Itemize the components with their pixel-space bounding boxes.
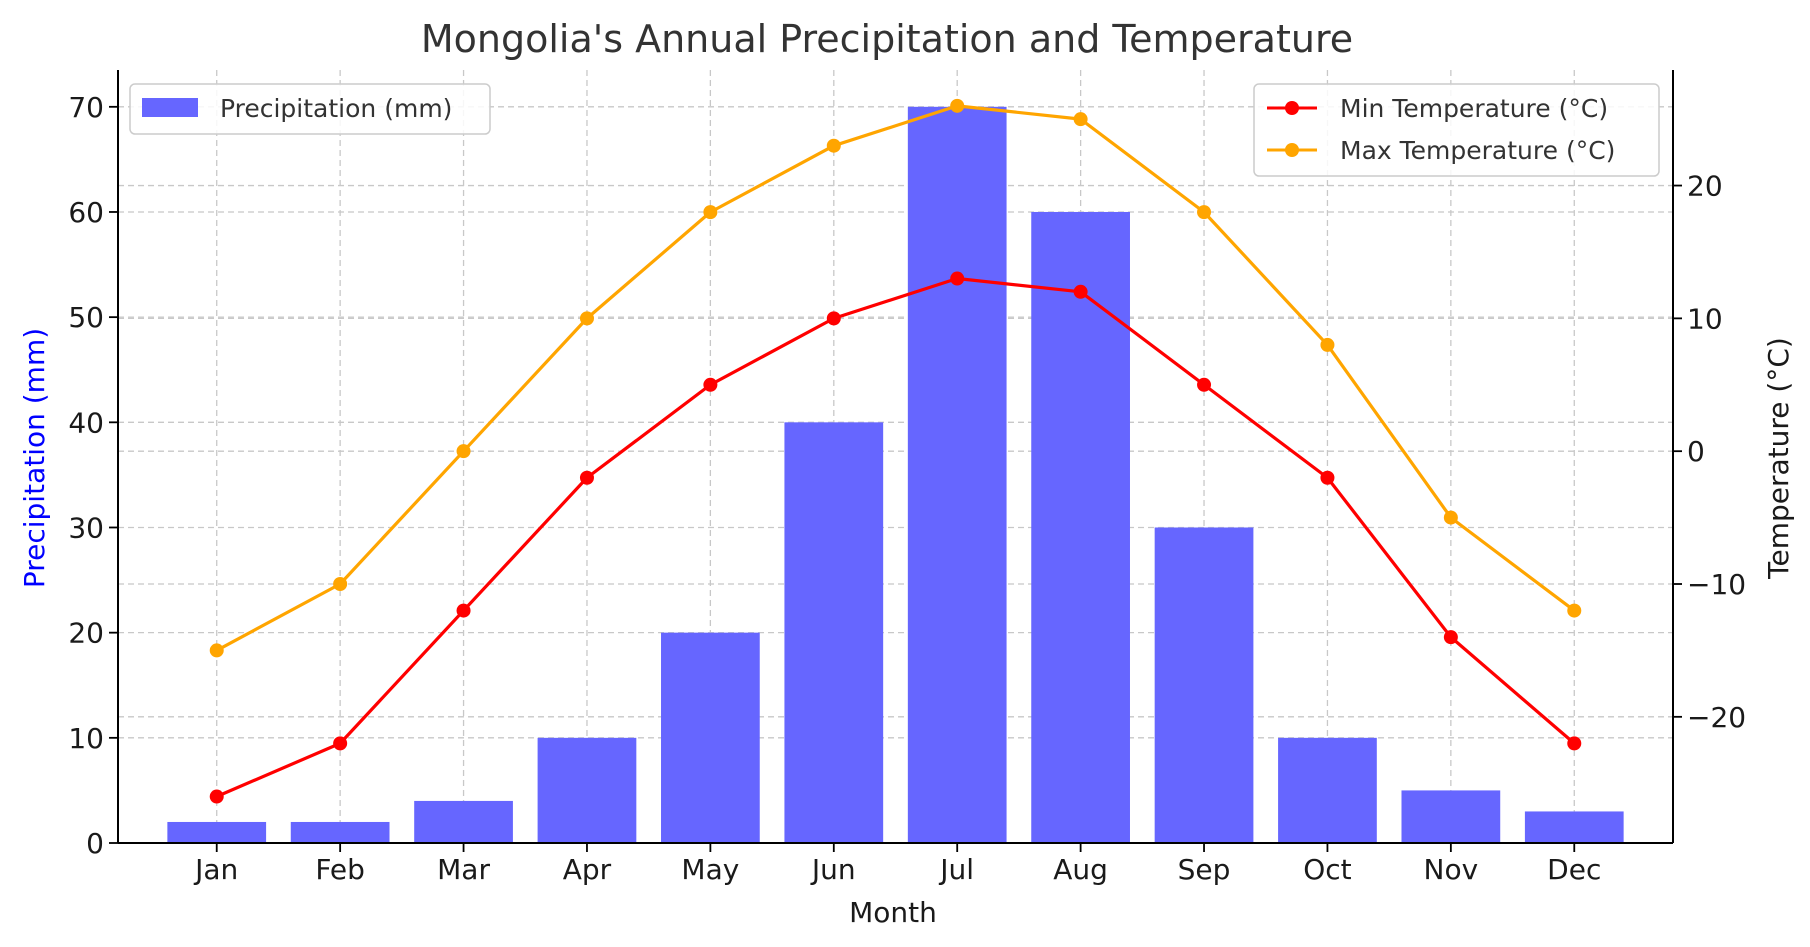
point-max-temp-jun <box>826 138 841 153</box>
legend-swatch-precipitation <box>142 98 198 117</box>
x-tick-label-jun: Jun <box>810 853 856 886</box>
bar-apr <box>537 737 637 843</box>
x-axis-label: Month <box>849 896 937 929</box>
point-max-temp-jul <box>950 98 965 113</box>
x-tick-label-mar: Mar <box>437 853 490 886</box>
legend-label-precipitation: Precipitation (mm) <box>220 94 452 123</box>
y-tick-label-left-50: 50 <box>68 301 104 334</box>
point-min-temp-apr <box>579 470 594 485</box>
x-tick-label-oct: Oct <box>1303 853 1351 886</box>
point-max-temp-feb <box>333 577 348 592</box>
point-min-temp-nov <box>1443 630 1458 645</box>
point-max-temp-nov <box>1443 510 1458 525</box>
point-max-temp-mar <box>456 444 471 459</box>
bar-may <box>661 632 760 843</box>
legend-right-box <box>1253 83 1660 177</box>
legend-left[interactable]: Precipitation (mm) <box>129 83 491 135</box>
y-tick-label-left-60: 60 <box>68 196 104 229</box>
legend-right[interactable]: Min Temperature (°C) Max Temperature (°C… <box>1253 83 1660 177</box>
bar-oct <box>1278 737 1377 843</box>
point-min-temp-jun <box>826 311 841 326</box>
bar-aug <box>1031 211 1130 843</box>
ticks: 0 10 20 30 40 50 60 70 −20 −10 0 10 20 Jan Feb Mar Apr Ma… <box>68 91 1746 886</box>
x-tick-label-apr: Apr <box>563 853 612 886</box>
y-tick-label-right--10: −10 <box>1687 568 1746 601</box>
legend-swatch-min-marker <box>1285 101 1299 115</box>
point-min-temp-jan <box>209 789 224 804</box>
bar-nov <box>1401 790 1501 843</box>
line-series <box>209 98 1582 804</box>
bar-series <box>167 106 1624 844</box>
point-max-temp-jan <box>209 643 224 658</box>
x-tick-label-may: May <box>681 853 739 886</box>
y-tick-label-right--20: −20 <box>1687 701 1746 734</box>
point-max-temp-oct <box>1320 337 1335 352</box>
chart-title: Mongolia's Annual Precipitation and Temp… <box>421 17 1353 61</box>
bar-sep <box>1154 527 1254 843</box>
legend-label-min-temp: Min Temperature (°C) <box>1340 94 1608 123</box>
y-axis-label-right: Temperature (°C) <box>1762 337 1795 580</box>
x-tick-label-feb: Feb <box>315 853 365 886</box>
x-tick-label-jan: Jan <box>193 853 238 886</box>
x-tick-label-aug: Aug <box>1053 853 1108 886</box>
bar-jun <box>784 422 884 843</box>
point-min-temp-may <box>703 377 718 392</box>
y-tick-label-left-0: 0 <box>86 827 104 860</box>
x-tick-label-nov: Nov <box>1424 853 1479 886</box>
legend-swatch-max-marker <box>1285 143 1299 157</box>
axes <box>117 70 1674 844</box>
legend-label-max-temp: Max Temperature (°C) <box>1340 136 1615 165</box>
point-max-temp-sep <box>1197 205 1212 220</box>
x-tick-label-sep: Sep <box>1178 853 1231 886</box>
y-tick-label-left-70: 70 <box>68 91 104 124</box>
bar-dec <box>1524 811 1624 843</box>
y-tick-label-left-40: 40 <box>68 406 104 439</box>
legend-left-box <box>129 83 491 135</box>
point-min-temp-feb <box>333 736 348 751</box>
point-min-temp-dec <box>1567 736 1582 751</box>
point-min-temp-oct <box>1320 470 1335 485</box>
point-max-temp-dec <box>1567 603 1582 618</box>
point-min-temp-aug <box>1073 284 1088 299</box>
point-max-temp-apr <box>579 311 594 326</box>
y-axis-label-left: Precipitation (mm) <box>18 328 51 588</box>
y-tick-label-left-30: 30 <box>68 511 104 544</box>
bar-mar <box>414 800 513 843</box>
line-min-temp <box>216 276 1576 798</box>
bar-feb <box>290 821 390 843</box>
point-min-temp-jul <box>950 271 965 286</box>
bar-jan <box>167 821 267 843</box>
y-tick-label-right-10: 10 <box>1687 302 1723 335</box>
x-tick-label-jul: Jul <box>938 853 974 886</box>
line-max-temp <box>215 104 1576 652</box>
point-min-temp-mar <box>456 603 471 618</box>
y-tick-label-right-0: 0 <box>1687 435 1705 468</box>
x-tick-label-dec: Dec <box>1547 853 1601 886</box>
y-tick-label-right-20: 20 <box>1687 170 1723 203</box>
point-min-temp-sep <box>1197 377 1212 392</box>
point-max-temp-aug <box>1073 112 1088 127</box>
bar-jul <box>907 106 1007 844</box>
y-tick-label-left-10: 10 <box>68 722 104 755</box>
point-max-temp-may <box>703 205 718 220</box>
y-tick-label-left-20: 20 <box>68 617 104 650</box>
